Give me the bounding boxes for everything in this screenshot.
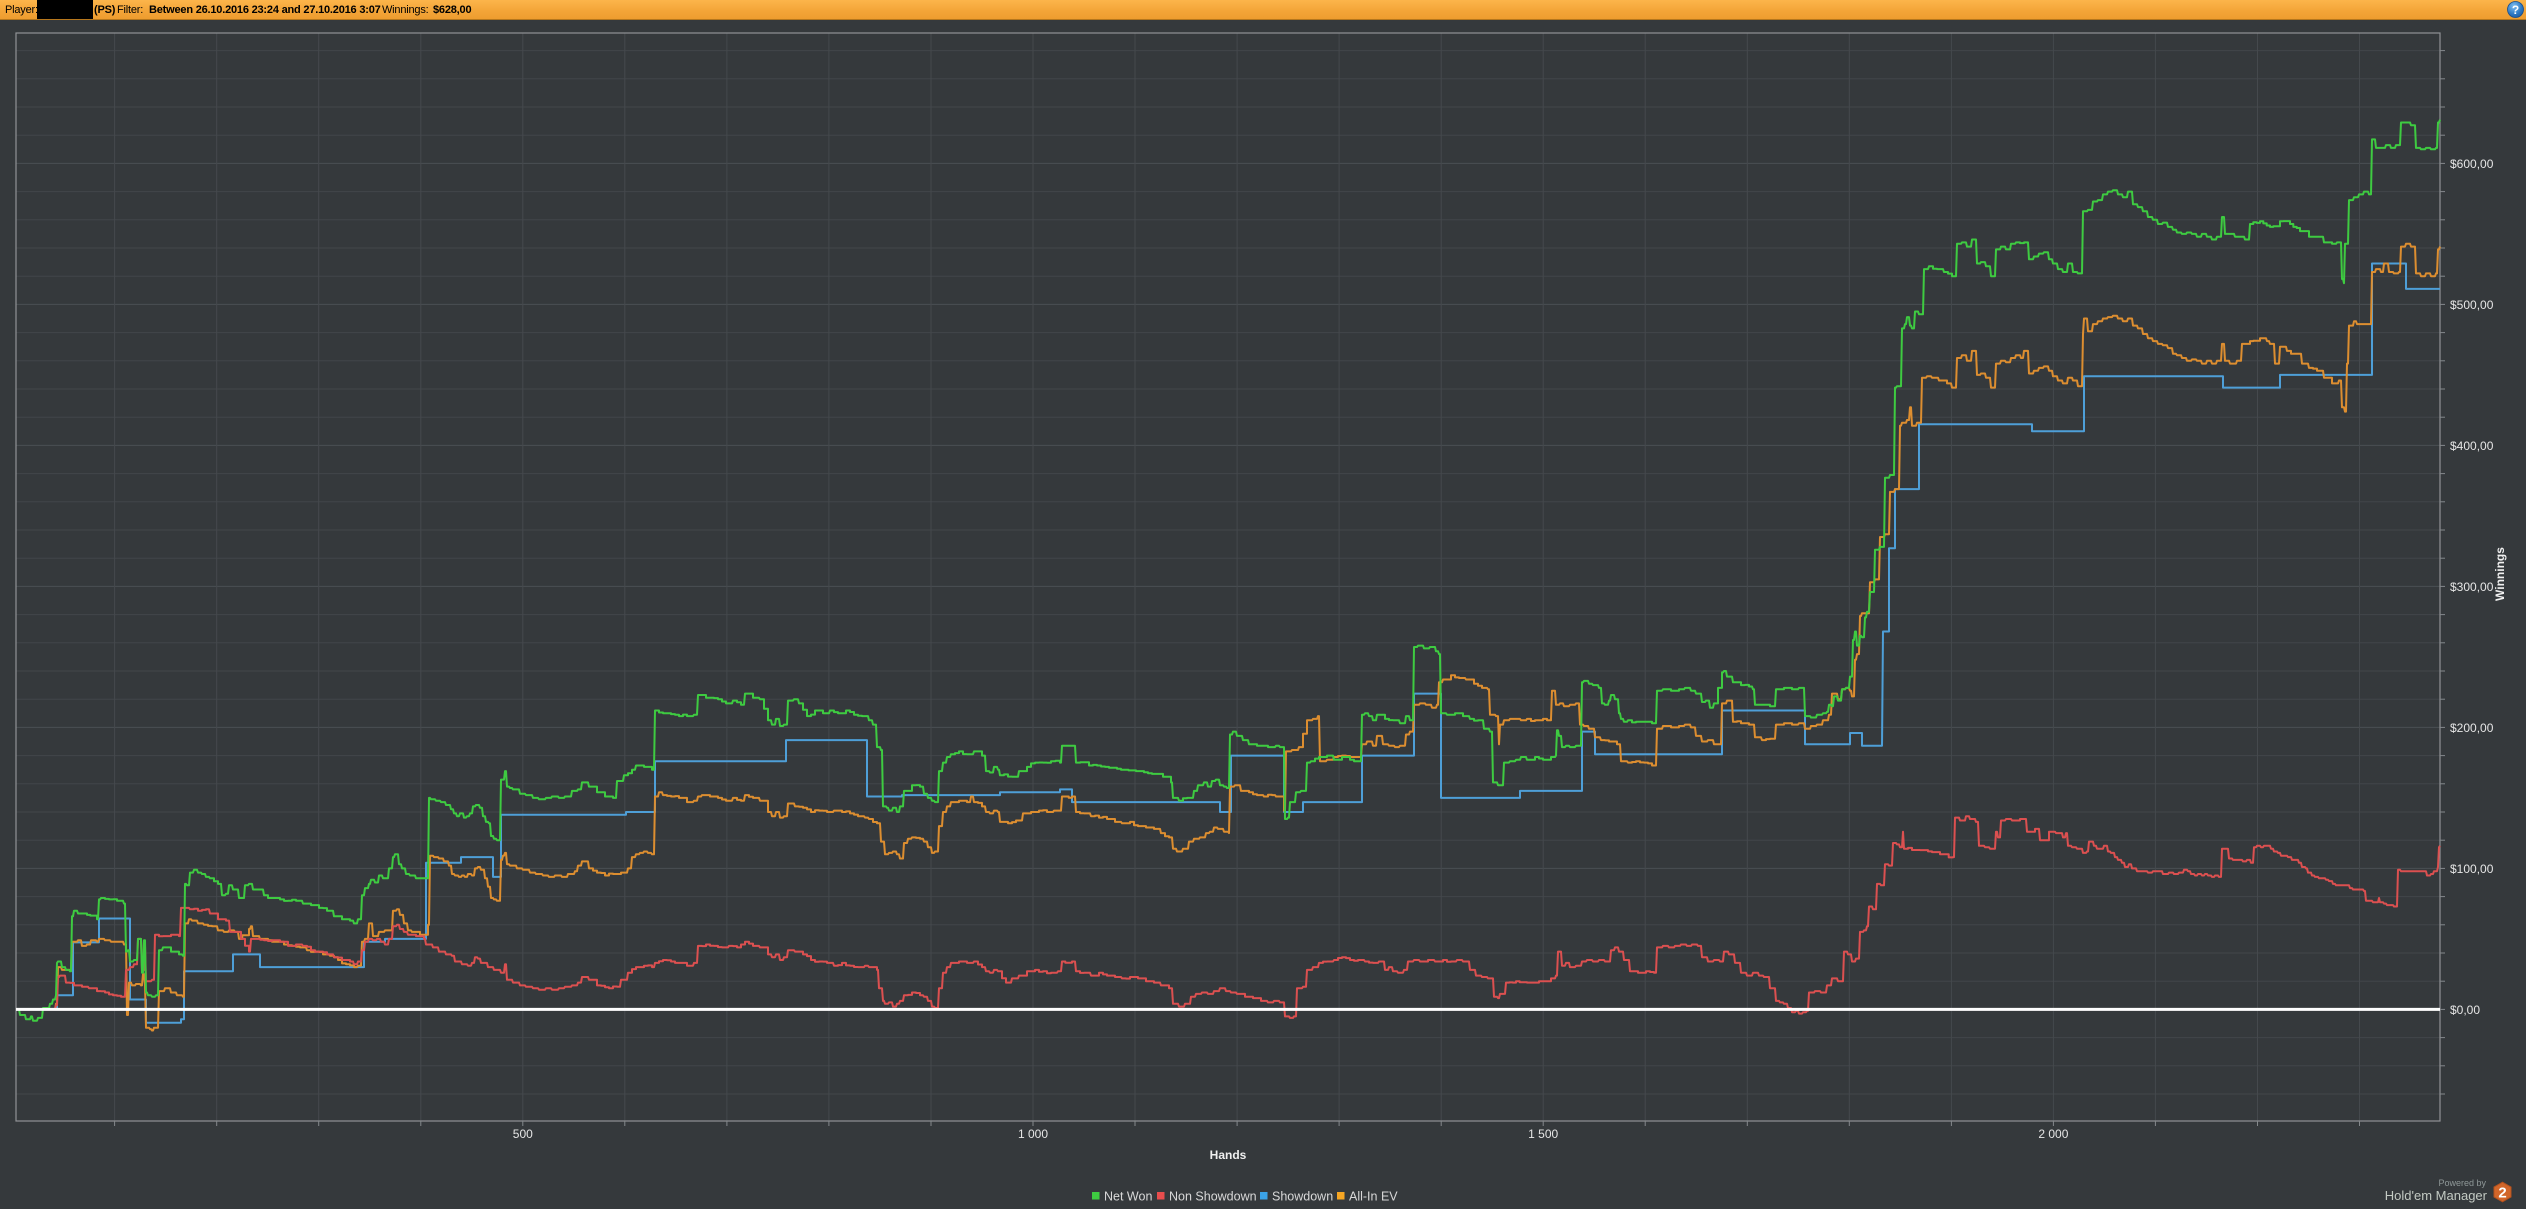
svg-text:$0,00: $0,00 [2450,1003,2480,1017]
svg-text:?: ? [2512,3,2519,17]
svg-text:Non Showdown: Non Showdown [1169,1190,1257,1204]
svg-text:All-In EV: All-In EV [1349,1190,1398,1204]
svg-text:$600,00: $600,00 [2450,157,2494,171]
svg-text:$100,00: $100,00 [2450,862,2494,876]
svg-text:2 000: 2 000 [2038,1127,2068,1141]
svg-text:$400,00: $400,00 [2450,439,2494,453]
svg-text:Hold'em Manager: Hold'em Manager [2385,1188,2488,1203]
svg-text:2: 2 [2498,1185,2506,1202]
svg-text:1 000: 1 000 [1018,1127,1048,1141]
svg-text:500: 500 [513,1127,533,1141]
svg-text:Winnings: Winnings [2493,547,2507,601]
svg-text:Hands: Hands [1210,1148,1247,1162]
svg-text:Net Won: Net Won [1104,1190,1152,1204]
svg-text:$300,00: $300,00 [2450,580,2494,594]
svg-text:$200,00: $200,00 [2450,721,2494,735]
svg-text:1 500: 1 500 [1528,1127,1558,1141]
svg-text:$500,00: $500,00 [2450,298,2494,312]
svg-text:Powered by: Powered by [2438,1178,2486,1188]
svg-text:Showdown: Showdown [1272,1190,1333,1204]
